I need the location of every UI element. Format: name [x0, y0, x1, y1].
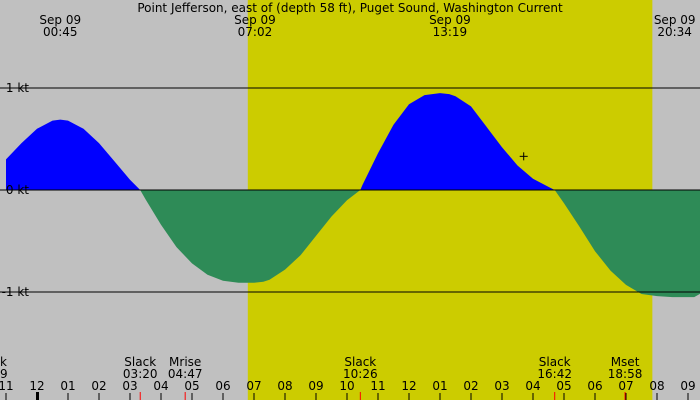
event-time: 10:26	[343, 367, 378, 381]
event-time-edge: 9	[0, 367, 8, 381]
hour-tick-label: 05	[184, 379, 199, 393]
hour-tick-label: 07	[618, 379, 633, 393]
event-name: Slack	[124, 355, 156, 369]
hour-tick-label: 08	[649, 379, 664, 393]
hour-tick-label: 08	[277, 379, 292, 393]
event-time: 18:58	[608, 367, 643, 381]
event-time: 04:47	[168, 367, 203, 381]
hour-tick-label: 09	[308, 379, 323, 393]
event-time: 16:42	[537, 367, 572, 381]
midnight-marker	[36, 392, 39, 400]
y-tick-label: 1 kt	[6, 81, 29, 95]
top-time-label: 07:02	[238, 25, 273, 39]
hour-tick-label: 01	[432, 379, 447, 393]
hour-tick-label: 02	[91, 379, 106, 393]
top-date-label: Sep 09	[654, 13, 696, 27]
event-name: Mrise	[169, 355, 201, 369]
hour-tick-label: 04	[525, 379, 540, 393]
hour-tick-label: 07	[246, 379, 261, 393]
hour-tick-label: 10	[339, 379, 354, 393]
hour-tick-label: 12	[401, 379, 416, 393]
top-time-label: 20:34	[657, 25, 692, 39]
event-name: Slack	[539, 355, 571, 369]
top-time-label: 13:19	[433, 25, 468, 39]
top-date-label: Sep 09	[429, 13, 471, 27]
event-name: Slack	[344, 355, 376, 369]
hour-tick-label: 05	[556, 379, 571, 393]
event-name: Mset	[611, 355, 640, 369]
hour-tick-label: 12	[29, 379, 44, 393]
hour-tick-label: 03	[122, 379, 137, 393]
y-tick-label: 0 kt	[6, 183, 29, 197]
ebb-area	[6, 190, 700, 298]
hour-tick-label: 02	[463, 379, 478, 393]
top-date-label: Sep 09	[234, 13, 276, 27]
hour-tick-label: 06	[215, 379, 230, 393]
y-tick-label: -1 kt	[2, 285, 30, 299]
hour-tick-label: 03	[494, 379, 509, 393]
hour-tick-label: 04	[153, 379, 168, 393]
event-name-edge: k	[0, 355, 7, 369]
event-time: 03:20	[123, 367, 158, 381]
top-time-label: 00:45	[43, 25, 78, 39]
hour-tick-label: 06	[587, 379, 602, 393]
hour-tick-label: 09	[680, 379, 695, 393]
top-date-label: Sep 09	[39, 13, 81, 27]
crosshair-marker	[519, 152, 528, 161]
chart-title: Point Jefferson, east of (depth 58 ft), …	[137, 1, 563, 15]
hour-tick-label: 11	[370, 379, 385, 393]
hour-tick-label: 11	[0, 379, 14, 393]
flood-area	[6, 93, 700, 190]
hour-tick-label: 01	[60, 379, 75, 393]
